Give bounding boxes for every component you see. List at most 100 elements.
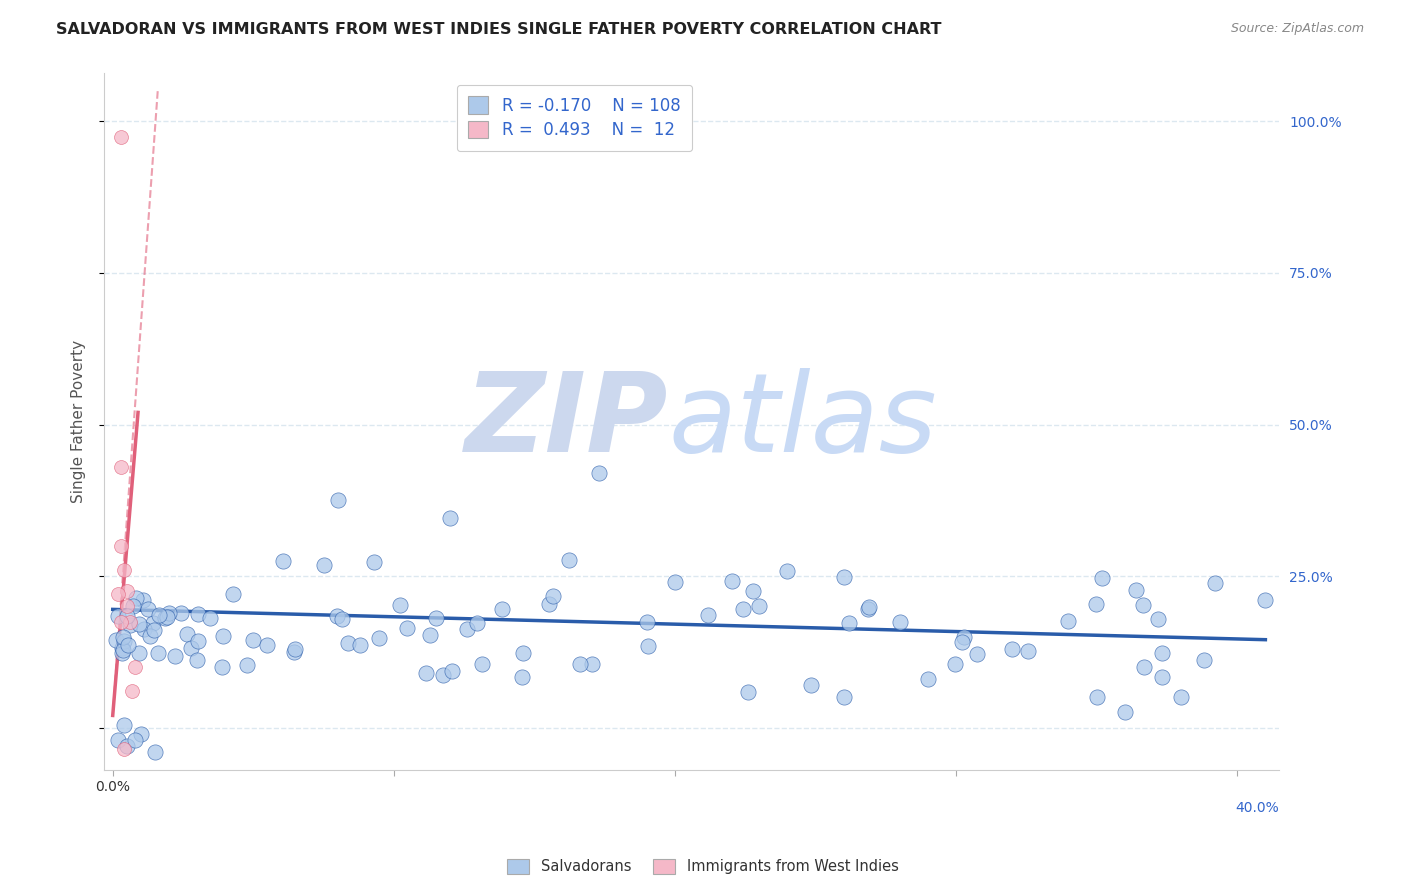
Point [330,612,353,626]
Point [273,554,295,568]
Point [110,615,132,629]
Point [664,575,686,590]
Point [1125,582,1147,597]
Point [415,665,437,680]
Point [510,670,533,684]
Point [128,646,150,660]
Point [541,589,564,603]
Point [538,597,561,611]
Point [142,616,165,631]
Point [112,717,135,731]
Point [733,602,755,616]
Text: Source: ZipAtlas.com: Source: ZipAtlas.com [1230,22,1364,36]
Point [107,732,129,747]
Point [491,602,513,616]
Legend: Salvadorans, Immigrants from West Indies: Salvadorans, Immigrants from West Indies [502,853,904,880]
Point [236,657,259,672]
Point [368,631,391,645]
Point [314,558,336,572]
Point [441,665,464,679]
Point [838,616,860,631]
Point [439,511,461,525]
Point [966,648,988,662]
Point [456,622,478,636]
Point [176,627,198,641]
Point [588,466,610,480]
Point [349,638,371,652]
Point [776,564,799,578]
Point [118,615,141,629]
Point [115,739,138,753]
Point [512,646,534,660]
Text: ZIP: ZIP [465,368,668,475]
Point [256,638,278,652]
Point [111,643,134,657]
Point [136,602,159,616]
Point [222,587,245,601]
Point [471,657,494,671]
Point [1204,576,1226,591]
Point [124,660,146,674]
Point [211,629,233,643]
Point [121,599,143,613]
Point [1146,611,1168,625]
Point [1114,706,1136,720]
Point [211,659,233,673]
Text: 40.0%: 40.0% [1236,800,1279,814]
Point [105,632,128,647]
Point [165,648,187,663]
Point [636,615,658,629]
Point [180,640,202,655]
Point [121,684,143,698]
Point [1017,644,1039,658]
Point [800,678,823,692]
Point [697,607,720,622]
Point [419,628,441,642]
Point [111,641,134,656]
Point [1132,598,1154,612]
Point [110,129,132,144]
Point [153,611,176,625]
Point [1170,690,1192,705]
Point [1091,571,1114,585]
Point [832,570,855,584]
Point [432,667,454,681]
Point [1057,615,1080,629]
Point [945,657,967,671]
Point [142,623,165,637]
Point [148,607,170,622]
Point [111,646,134,660]
Point [1084,597,1107,611]
Point [1192,653,1215,667]
Text: SALVADORAN VS IMMIGRANTS FROM WEST INDIES SINGLE FATHER POVERTY CORRELATION CHAR: SALVADORAN VS IMMIGRANTS FROM WEST INDIE… [56,22,942,37]
Point [637,639,659,653]
Point [125,591,148,606]
Point [569,657,592,672]
Point [143,745,166,759]
Point [120,618,142,632]
Point [186,653,208,667]
Point [112,634,135,648]
Point [112,741,135,756]
Point [111,630,134,644]
Point [187,607,209,622]
Point [917,672,939,686]
Point [117,638,139,652]
Point [110,539,132,553]
Point [134,622,156,636]
Point [146,646,169,660]
Point [1001,641,1024,656]
Point [581,657,603,671]
Point [325,609,347,624]
Point [138,629,160,643]
Point [128,617,150,632]
Point [363,556,385,570]
Point [467,615,489,630]
Point [112,563,135,577]
Point [953,630,976,644]
Point [748,599,770,614]
Point [721,574,744,588]
Point [283,645,305,659]
Point [169,606,191,620]
Point [107,609,129,624]
